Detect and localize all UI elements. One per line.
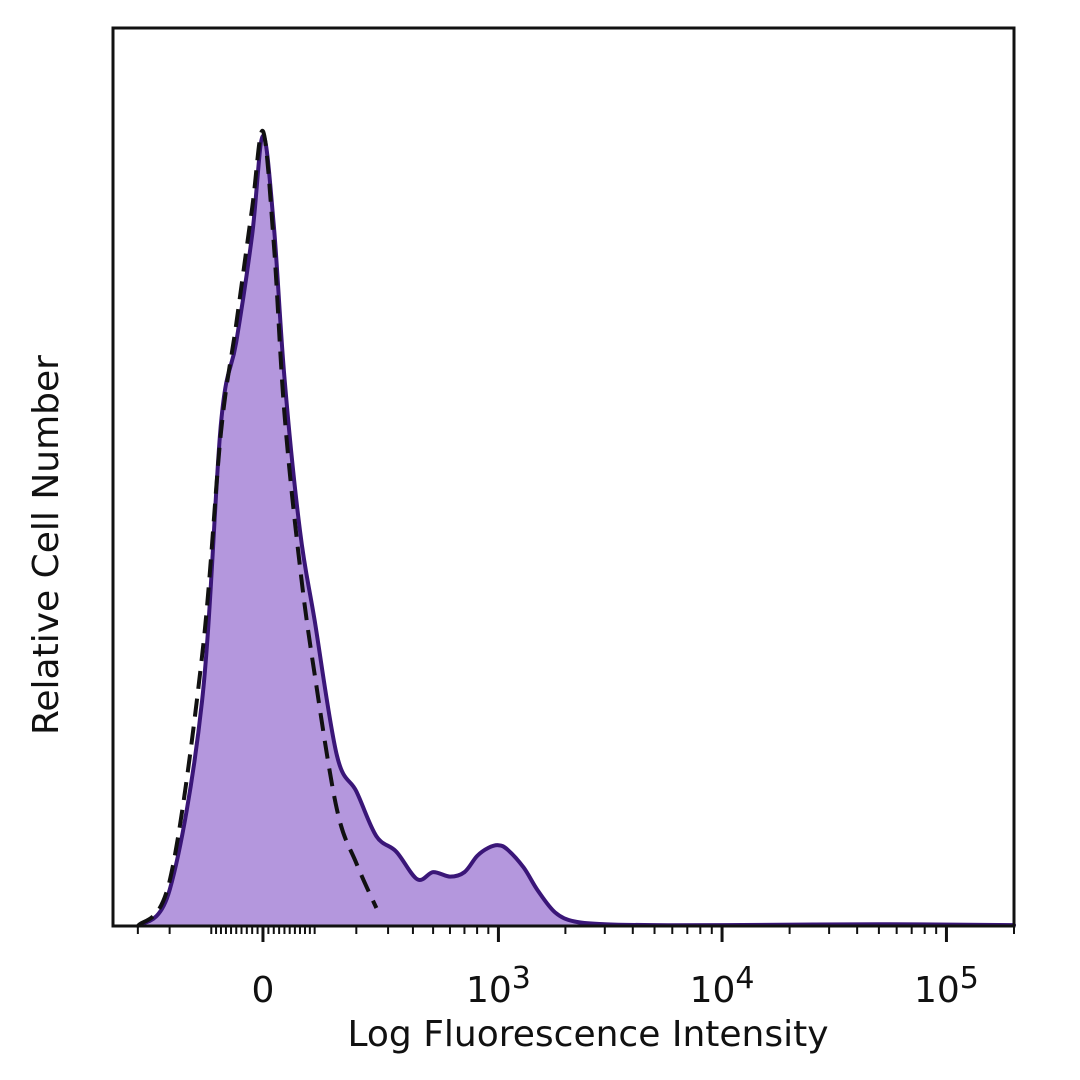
ticks-layer: 0 103 104 105 — [136, 926, 1015, 1011]
x-tick-label: 105 — [914, 961, 979, 1011]
plot-layer — [135, 129, 1016, 928]
histogram-fill-0 — [137, 135, 1014, 926]
x-tick-label-exponent: 5 — [960, 961, 979, 996]
y-axis-title: Relative Cell Number — [26, 355, 67, 735]
plot-frame — [111, 26, 1016, 928]
x-tick-label-base: 10 — [914, 970, 960, 1011]
x-tick-label: 103 — [466, 961, 531, 1011]
histogram-dashed-1 — [136, 129, 379, 928]
x-axis-title: Log Fluorescence Intensity — [347, 1014, 828, 1055]
x-tick-label: 0 — [252, 970, 275, 1011]
x-tick-label-base: 10 — [690, 970, 736, 1011]
x-tick-label-base: 0 — [252, 970, 275, 1011]
histogram-outline-0 — [135, 133, 1016, 928]
x-tick-label-exponent: 4 — [735, 961, 754, 996]
x-tick-label: 104 — [690, 961, 755, 1011]
x-tick-label-base: 10 — [466, 970, 512, 1011]
x-tick-label-exponent: 3 — [512, 961, 531, 996]
